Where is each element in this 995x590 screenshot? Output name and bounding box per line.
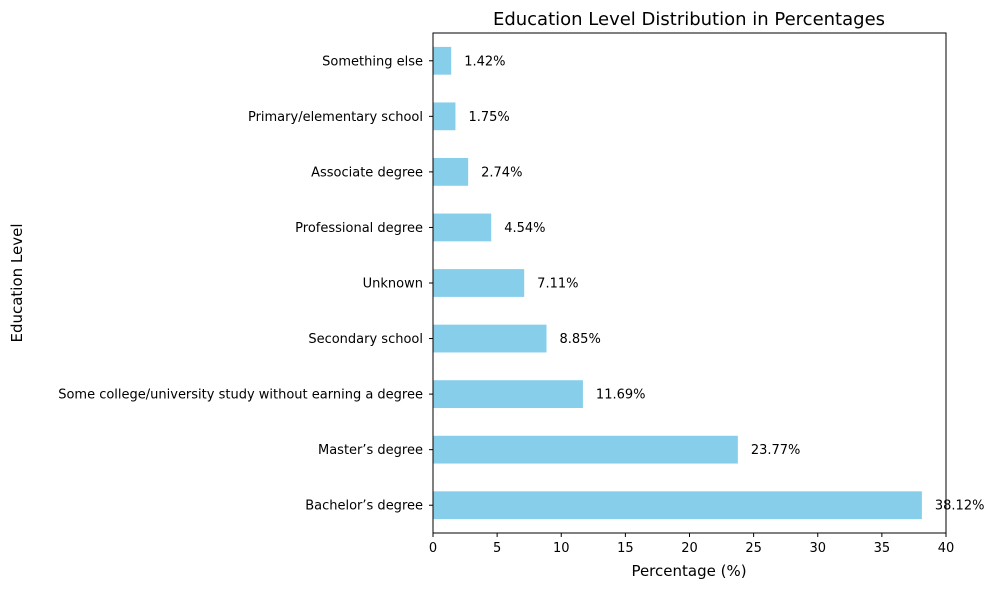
bar-value-label: 8.85% [560, 332, 601, 347]
bar [433, 46, 452, 75]
value-labels-group: 38.12% 23.77% 11.69% 8.85% 7.11% 4.54% 2.74% 1.… [464, 54, 984, 513]
bar-value-label: 11.69% [596, 388, 646, 403]
bar [433, 491, 922, 520]
bars-group [433, 46, 922, 520]
bar-value-label: 38.12% [935, 499, 985, 514]
y-tick-label: Some college/university study without ea… [58, 388, 423, 403]
bar [433, 435, 738, 464]
bar [433, 213, 492, 242]
x-tick-label: 30 [809, 541, 826, 556]
bar [433, 102, 456, 131]
x-tick-label: 10 [553, 541, 570, 556]
y-axis-label: Education Level [8, 223, 26, 342]
y-tick-label: Secondary school [308, 332, 423, 347]
x-tick-label: 20 [681, 541, 698, 556]
bar [433, 380, 583, 408]
bar [433, 158, 469, 186]
bar-value-label: 1.75% [468, 110, 509, 125]
bar-value-label: 23.77% [751, 443, 801, 458]
y-tick-label: Professional degree [295, 221, 423, 236]
y-tick-label: Primary/elementary school [248, 110, 423, 125]
y-tick-label: Something else [322, 54, 423, 69]
x-tick-label: 40 [938, 541, 955, 556]
y-tick-label: Associate degree [311, 165, 423, 180]
x-tick-label: 0 [429, 541, 437, 556]
bar-value-label: 1.42% [464, 54, 505, 69]
chart-title: Education Level Distribution in Percenta… [493, 9, 885, 30]
bar-value-label: 2.74% [481, 165, 522, 180]
x-axis-ticks: 0 5 10 15 20 25 30 35 40 [429, 533, 954, 556]
x-tick-label: 5 [493, 541, 501, 556]
bar-value-label: 4.54% [504, 221, 545, 236]
bar [433, 324, 547, 353]
x-tick-label: 15 [617, 541, 634, 556]
x-tick-label: 35 [874, 541, 891, 556]
y-tick-label: Master’s degree [318, 443, 423, 458]
bar-value-label: 7.11% [537, 277, 578, 292]
plot-frame [432, 32, 947, 534]
y-tick-label: Unknown [363, 277, 423, 292]
bar [433, 269, 525, 297]
y-axis-ticks: Bachelor’s degree Master’s degree Some col… [58, 54, 433, 514]
y-tick-label: Bachelor’s degree [305, 499, 423, 514]
x-axis-label: Percentage (%) [631, 562, 746, 580]
x-tick-label: 25 [745, 541, 762, 556]
